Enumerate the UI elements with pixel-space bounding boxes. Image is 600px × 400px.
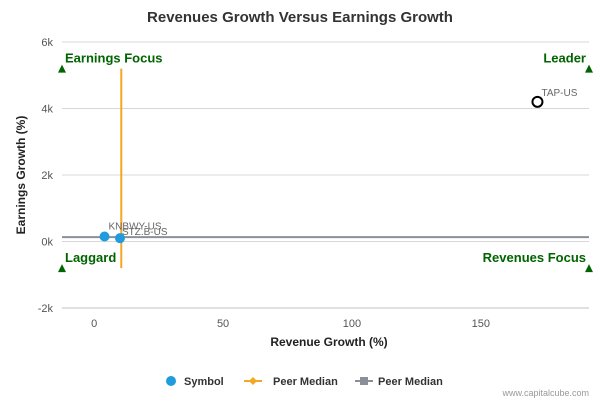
x-tick-label: 50	[217, 318, 229, 330]
symbol-point	[114, 233, 125, 244]
y-axis-ticks: -2k 0k 2k 4k 6k	[38, 37, 54, 315]
x-tick-label: 0	[91, 318, 97, 330]
legend-square-icon	[360, 377, 368, 385]
legend-label: Peer Median	[273, 376, 338, 388]
point-label: STZ.B-US	[122, 227, 168, 238]
quadrant-triangle-icon	[585, 264, 593, 273]
quadrant-label: Laggard	[65, 250, 116, 265]
y-tick-label: 2k	[41, 170, 53, 182]
legend-diamond-icon	[249, 377, 257, 385]
quadrant-triangle-icon	[585, 64, 593, 73]
y-tick-label: 0k	[41, 237, 53, 249]
y-tick-label: 4k	[41, 104, 53, 116]
legend-label: Peer Median	[378, 376, 443, 388]
quadrant-triangle-icon	[58, 64, 66, 73]
legend-label: Symbol	[184, 376, 224, 388]
legend: Symbol Peer Median Peer Median	[166, 376, 443, 388]
grid	[62, 41, 589, 309]
y-tick-label: 6k	[41, 37, 53, 49]
legend-circle-icon	[166, 376, 176, 386]
point-label: KNBWY-US	[109, 222, 162, 233]
quadrant-label: Leader	[543, 51, 586, 66]
x-axis-ticks: 0 50 100 150	[91, 318, 490, 330]
y-tick-label: -2k	[38, 303, 54, 315]
quadrant-label: Earnings Focus	[65, 51, 163, 66]
credit-text: www.capitalcube.com	[501, 388, 589, 398]
quadrant-label: Revenues Focus	[483, 250, 586, 265]
x-tick-label: 150	[472, 318, 490, 330]
x-axis-label: Revenue Growth (%)	[270, 335, 387, 349]
symbol-point	[99, 231, 110, 242]
y-axis-label: Earnings Growth (%)	[14, 116, 28, 235]
quadrant-markers: Earnings Focus Leader Laggard Revenues Focu…	[58, 51, 593, 273]
highlight-point	[531, 95, 544, 108]
quadrant-triangle-icon	[58, 264, 66, 273]
highlight-label: TAP-US	[541, 88, 577, 99]
chart-title: Revenues Growth Versus Earnings Growth	[147, 9, 453, 26]
x-tick-label: 100	[343, 318, 361, 330]
